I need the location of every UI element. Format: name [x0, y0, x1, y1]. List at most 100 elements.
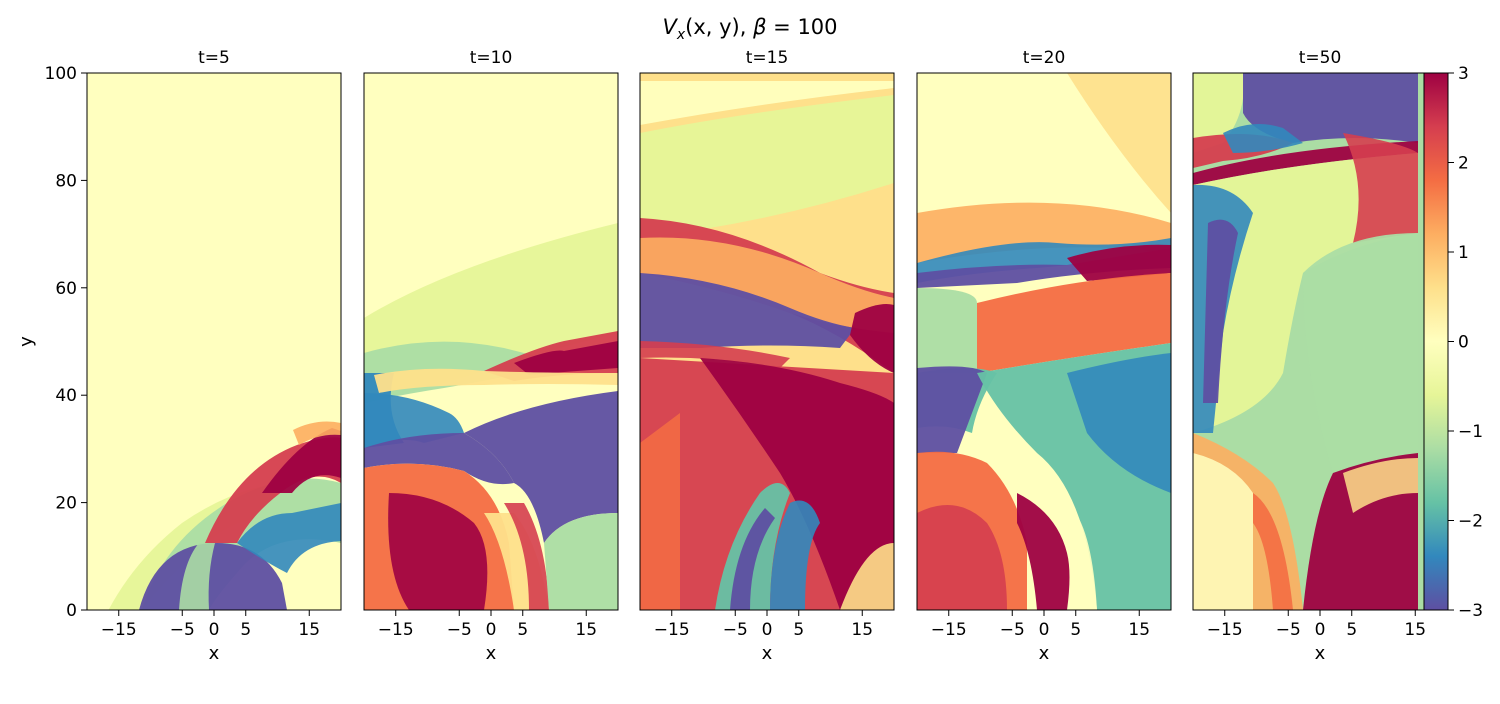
x-tick-label: 5 [1346, 620, 1357, 640]
colorbar-tick-label: −1 [1458, 422, 1483, 442]
field-map [917, 73, 1171, 610]
field-region [840, 543, 894, 610]
field-region [139, 543, 287, 610]
x-tick-label: 0 [1315, 620, 1326, 640]
x-tick-label: −15 [101, 620, 137, 640]
field-region [1067, 503, 1097, 610]
figure-title: Vx(x, y), β = 100 [662, 15, 837, 43]
x-axis-label: x [1315, 643, 1326, 664]
field-region [514, 341, 618, 375]
field-region [917, 202, 1171, 263]
title-var: V [662, 15, 678, 39]
title-beta: β [752, 15, 766, 39]
panel-title: t=10 [470, 48, 513, 68]
x-tick-label: −5 [723, 620, 748, 640]
field-region [1343, 458, 1418, 513]
field-region [917, 366, 987, 453]
y-tick-label: 60 [55, 279, 77, 299]
field-region [293, 421, 341, 445]
field-region [179, 543, 215, 610]
x-tick-label: 15 [851, 620, 873, 640]
x-axis-label: x [209, 643, 220, 664]
field-map [1193, 73, 1447, 610]
x-tick-label: 0 [209, 620, 220, 640]
field-region [770, 500, 820, 610]
x-tick-label: 5 [517, 620, 528, 640]
field-region [640, 413, 680, 610]
colorbar-tick-label: −2 [1458, 512, 1483, 532]
x-tick-label: −5 [1276, 620, 1301, 640]
field-region [544, 513, 618, 610]
field-region [1203, 219, 1238, 403]
field-region [1067, 353, 1171, 493]
colorbar-tick-label: −3 [1458, 601, 1483, 621]
x-tick-label: 15 [298, 620, 320, 640]
field-region [917, 288, 977, 373]
x-tick-label: 0 [1039, 620, 1050, 640]
field-region [374, 368, 618, 393]
field-map [640, 73, 894, 610]
x-tick-label: 0 [486, 620, 497, 640]
x-tick-label: 15 [1404, 620, 1426, 640]
y-tick-label: 100 [45, 64, 77, 84]
x-axis-label: x [1039, 643, 1050, 664]
x-axis-label: x [486, 643, 497, 664]
field-region [640, 237, 894, 333]
y-tick-label: 20 [55, 494, 77, 514]
y-tick-label: 0 [66, 601, 77, 621]
field-region [388, 493, 488, 610]
panel-t20: t=20 −15 −5 0 5 15 x [916, 48, 1172, 664]
x-tick-label: −15 [1207, 620, 1243, 640]
field-region [262, 428, 341, 493]
field-region [364, 433, 514, 485]
colorbar-tick-label: 1 [1458, 243, 1469, 263]
panel-t10: t=10 −15 −5 0 5 15 x [363, 48, 619, 664]
y-tick-label: 40 [55, 386, 77, 406]
field-map [87, 73, 341, 610]
panel-title: t=20 [1023, 48, 1066, 68]
title-sub: x [676, 27, 686, 43]
x-tick-label: −15 [654, 620, 690, 640]
field-region [640, 341, 790, 368]
panel-t50: t=50 −15 −5 0 5 15 x [1192, 48, 1448, 664]
y-axis-label: y [16, 336, 37, 347]
field-region [504, 503, 549, 610]
field-region [1017, 493, 1070, 610]
colorbar-tick-label: 0 [1458, 333, 1469, 353]
x-tick-label: −5 [1000, 620, 1025, 640]
x-tick-label: 15 [575, 620, 597, 640]
x-tick-label: 5 [1070, 620, 1081, 640]
field-region [1193, 73, 1244, 153]
colorbar-tick-label: 3 [1458, 64, 1469, 84]
x-tick-label: −5 [170, 620, 195, 640]
colorbar: −3 −2 −1 0 1 2 3 [1423, 64, 1483, 621]
field-region [1067, 73, 1171, 213]
field-region [1343, 133, 1418, 243]
field-region [1303, 233, 1418, 473]
field-region [640, 81, 894, 125]
panel-title: t=5 [198, 48, 230, 68]
field-region [640, 273, 855, 348]
field-region [917, 248, 1171, 288]
field-region [1253, 493, 1293, 610]
x-tick-label: 5 [240, 620, 251, 640]
x-tick-label: −15 [378, 620, 414, 640]
field-region [700, 358, 894, 610]
x-tick-label: −15 [931, 620, 967, 640]
x-tick-label: 5 [793, 620, 804, 640]
title-eq: = 100 [767, 15, 838, 39]
field-map [364, 73, 618, 610]
colorbar-gradient [1423, 72, 1449, 611]
x-tick-label: 0 [762, 620, 773, 640]
field-region [237, 503, 341, 573]
field-region [977, 273, 1171, 373]
panel-t15: t=15 −15 −5 0 5 15 x [639, 48, 895, 664]
x-axis-label: x [762, 643, 773, 664]
y-tick-label: 80 [55, 171, 77, 191]
field-region [917, 505, 1007, 610]
field-region [1067, 244, 1171, 281]
field-region [850, 304, 894, 373]
x-tick-label: −5 [447, 620, 472, 640]
